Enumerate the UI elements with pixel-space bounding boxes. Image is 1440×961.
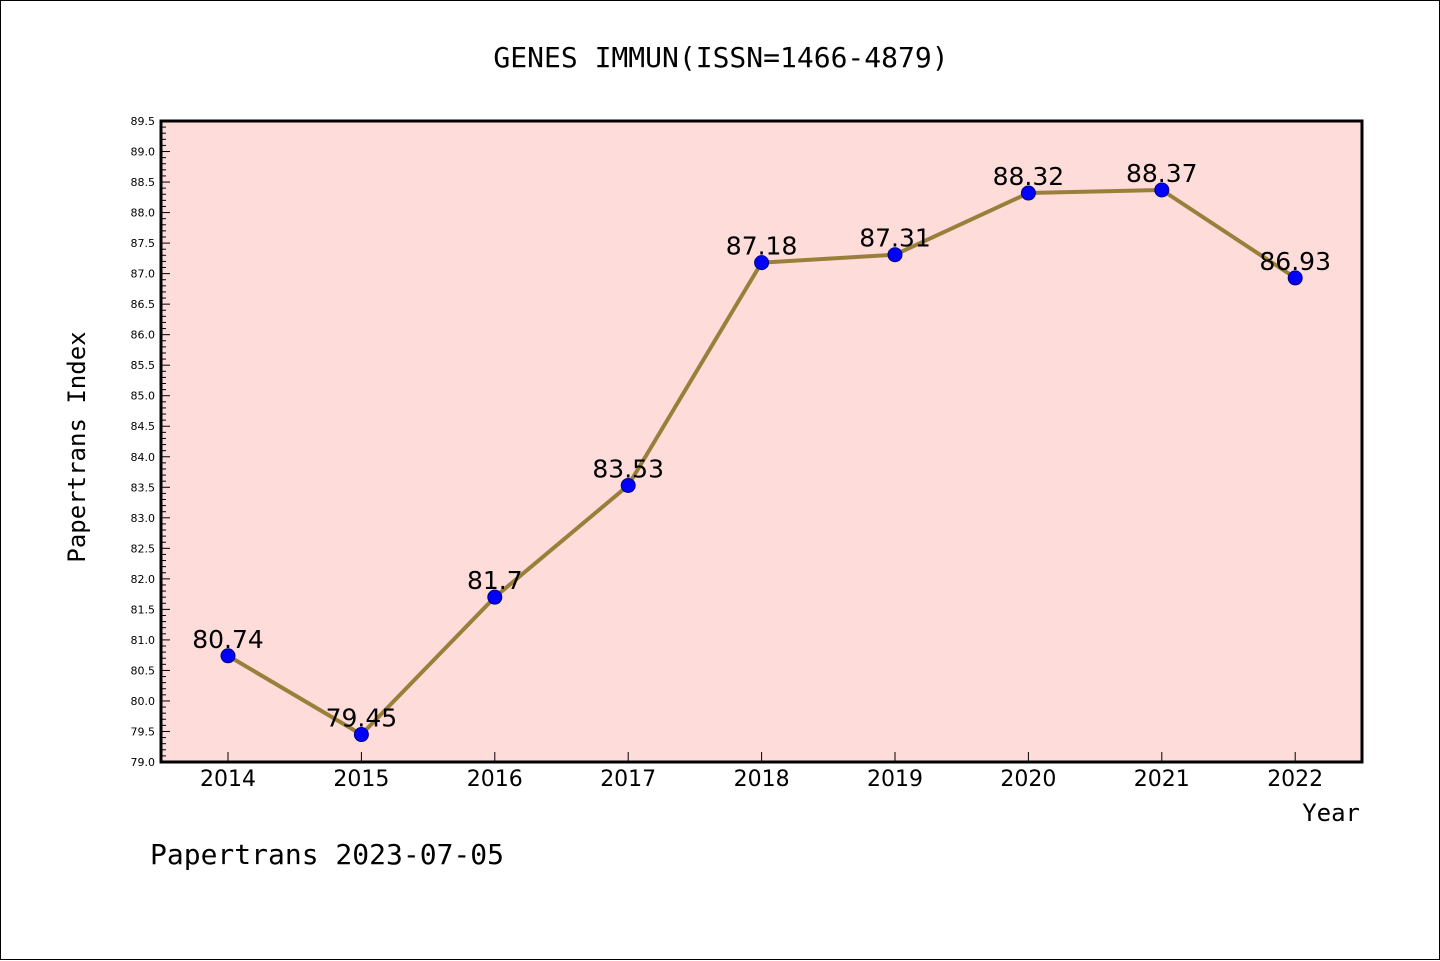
x-axis-label: Year (1302, 799, 1360, 827)
data-label: 88.37 (1126, 159, 1198, 188)
data-point (1154, 182, 1170, 198)
data-point (220, 648, 236, 664)
x-tick-label: 2022 (1267, 767, 1323, 792)
y-tick-label: 88.0 (131, 207, 156, 220)
y-axis-label: Papertrans Index (63, 331, 91, 562)
y-tick-label: 79.5 (131, 725, 156, 738)
footer-text: Papertrans 2023-07-05 (150, 838, 504, 871)
data-labels-group: 80.74 79.45 81.7 83.53 87.18 87.31 88.32 88.37 8… (192, 159, 1331, 733)
y-tick-label: 89.5 (131, 115, 156, 128)
y-tick-label: 83.0 (131, 512, 156, 525)
x-tick-label: 2021 (1134, 767, 1190, 792)
data-point (1020, 185, 1036, 201)
x-tick-label: 2014 (200, 767, 256, 792)
data-label: 88.32 (993, 162, 1065, 191)
data-label: 86.93 (1259, 247, 1331, 276)
y-tick-label: 87.5 (131, 237, 156, 250)
data-label: 87.31 (859, 224, 931, 253)
data-point (353, 727, 369, 743)
y-tick-label: 87.0 (131, 268, 156, 281)
data-label: 81.7 (467, 566, 523, 595)
data-label: 87.18 (726, 232, 798, 261)
data-label: 80.74 (192, 625, 264, 654)
y-tick-label: 82.5 (131, 542, 156, 555)
x-tick-label: 2020 (1000, 767, 1056, 792)
y-tick-label: 89.0 (131, 146, 156, 159)
series-group (220, 182, 1303, 743)
y-tick-label: 80.0 (131, 695, 156, 708)
plot-area (159, 119, 1364, 764)
y-tick-label: 88.5 (131, 176, 156, 189)
data-point (754, 255, 770, 271)
x-tick-label: 2015 (333, 767, 389, 792)
y-tick-label: 85.0 (131, 390, 156, 403)
y-tick-label: 86.5 (131, 298, 156, 311)
data-label: 83.53 (592, 454, 664, 483)
y-tick-label: 85.5 (131, 359, 156, 372)
y-tick-label: 79.0 (131, 756, 156, 769)
x-axis-ticks: 2014 2015 2016 2017 2018 2019 2020 2021 2022 (200, 752, 1323, 792)
y-tick-label: 84.5 (131, 420, 156, 433)
chart-title: GENES IMMUN(ISSN=1466-4879) (493, 41, 948, 74)
data-point (887, 247, 903, 263)
y-axis-ticks: 79.0 79.5 80.0 80.5 81.0 81.5 82.0 82.5 83.0 83.5… (131, 115, 170, 769)
y-tick-label: 83.5 (131, 481, 156, 494)
y-tick-label: 82.0 (131, 573, 156, 586)
data-point (620, 477, 636, 493)
x-tick-label: 2018 (734, 767, 790, 792)
x-tick-label: 2017 (600, 767, 656, 792)
y-tick-label: 84.0 (131, 451, 156, 464)
x-tick-label: 2019 (867, 767, 923, 792)
y-tick-label: 81.5 (131, 603, 156, 616)
y-tick-label: 81.0 (131, 634, 156, 647)
data-label: 79.45 (326, 704, 398, 733)
data-point (1287, 270, 1303, 286)
x-tick-label: 2016 (467, 767, 523, 792)
y-tick-label: 86.0 (131, 329, 156, 342)
data-point (487, 589, 503, 605)
y-tick-label: 80.5 (131, 664, 156, 677)
